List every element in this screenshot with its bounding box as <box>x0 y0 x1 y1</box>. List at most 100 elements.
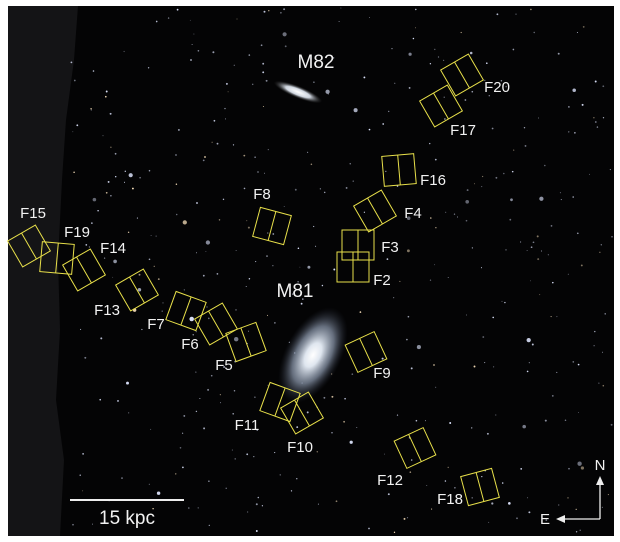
star <box>90 107 92 110</box>
star <box>256 429 258 432</box>
star <box>444 480 447 482</box>
star <box>568 106 570 108</box>
star <box>267 149 269 151</box>
star <box>481 475 483 478</box>
star <box>460 31 462 34</box>
star <box>72 523 74 526</box>
chip-gap <box>433 92 449 120</box>
field-box <box>460 467 500 507</box>
star <box>429 142 431 145</box>
star <box>495 414 497 416</box>
star <box>206 306 208 308</box>
star <box>577 461 582 466</box>
star <box>578 412 579 413</box>
star <box>568 467 570 470</box>
field-label: F20 <box>484 79 510 96</box>
star <box>272 233 275 235</box>
star <box>465 219 468 222</box>
star <box>557 52 560 55</box>
galaxy-m82 <box>273 80 323 104</box>
star <box>588 173 590 175</box>
star <box>267 384 269 386</box>
star <box>572 196 574 198</box>
field-box <box>344 330 388 374</box>
star <box>492 316 495 319</box>
star <box>550 225 553 227</box>
star <box>501 300 503 302</box>
star <box>332 57 335 59</box>
chip-gap <box>454 61 470 89</box>
star <box>257 171 259 173</box>
star <box>202 274 205 277</box>
star <box>84 356 87 359</box>
star <box>207 317 210 320</box>
star <box>213 119 216 122</box>
star <box>323 191 326 194</box>
star <box>560 199 562 201</box>
star <box>488 94 491 97</box>
star <box>103 257 106 259</box>
star <box>247 511 249 513</box>
star <box>257 496 260 499</box>
star <box>205 240 211 245</box>
star <box>247 330 250 332</box>
star <box>544 164 546 167</box>
star <box>233 389 236 392</box>
compass-label: E <box>540 511 550 528</box>
star <box>156 491 161 495</box>
star <box>137 287 142 292</box>
star <box>344 397 346 400</box>
star <box>594 80 597 83</box>
star <box>434 158 437 161</box>
star <box>415 8 417 11</box>
star <box>429 63 432 65</box>
field-label: F10 <box>287 439 313 456</box>
star <box>410 459 413 461</box>
star <box>85 244 88 246</box>
star <box>261 505 264 507</box>
chip-gap <box>208 310 224 338</box>
star <box>123 50 125 53</box>
star <box>449 422 452 424</box>
star <box>126 381 129 385</box>
star <box>212 51 215 54</box>
field-label: F18 <box>437 491 463 508</box>
star <box>602 351 604 353</box>
star <box>442 59 445 62</box>
star <box>511 170 514 173</box>
star <box>545 519 548 521</box>
chip-gap <box>359 338 373 366</box>
field-box <box>418 84 464 128</box>
star <box>466 314 467 316</box>
star <box>233 64 235 66</box>
star <box>128 173 133 178</box>
star <box>602 117 605 119</box>
star <box>188 507 190 509</box>
star <box>340 7 342 9</box>
star <box>121 477 123 480</box>
star <box>190 59 192 61</box>
star <box>611 235 613 238</box>
star <box>234 458 236 460</box>
field-outline <box>165 290 207 332</box>
star <box>407 315 410 318</box>
star <box>568 131 570 133</box>
star <box>486 432 489 435</box>
star <box>389 274 390 276</box>
star <box>447 466 449 469</box>
star <box>307 151 309 153</box>
star <box>296 478 298 480</box>
star <box>522 424 526 429</box>
image-edge <box>8 6 78 536</box>
star <box>537 258 540 261</box>
star <box>176 8 179 11</box>
star <box>150 234 152 236</box>
star <box>579 529 581 531</box>
star <box>321 284 324 287</box>
star <box>274 452 276 454</box>
star <box>581 103 584 106</box>
star <box>515 13 517 15</box>
star <box>558 504 560 506</box>
star <box>572 361 575 363</box>
star <box>345 186 348 189</box>
